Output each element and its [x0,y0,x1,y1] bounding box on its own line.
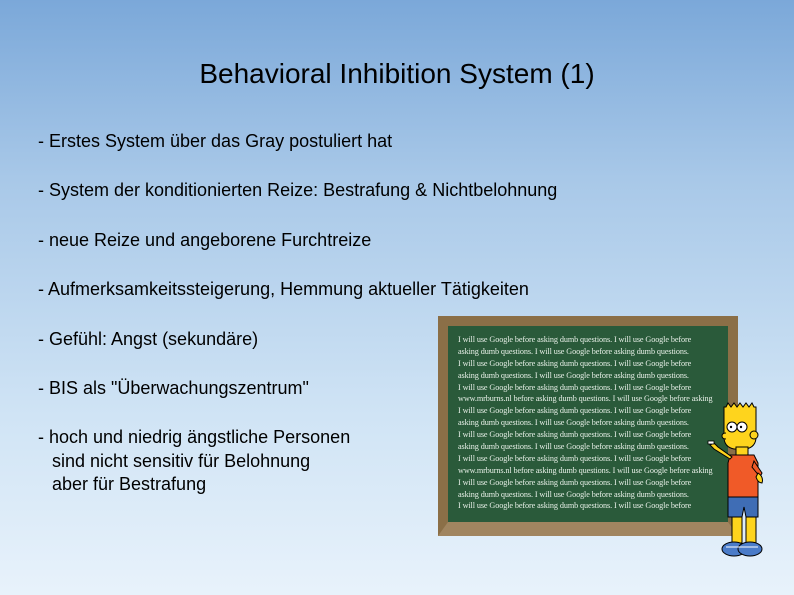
chalkboard-lines: I will use Google before asking dumb que… [458,334,718,512]
bart-chalkboard-illustration: I will use Google before asking dumb que… [438,316,776,559]
chalk-line: asking dumb questions. I will use Google… [458,441,718,453]
bullet-2: - System der konditionierten Reize: Best… [38,179,756,202]
bullet-1: - Erstes System über das Gray postuliert… [38,130,756,153]
bullet-7-line1: - hoch und niedrig ängstliche Personen [38,427,350,447]
slide-title: Behavioral Inhibition System (1) [0,0,794,130]
bullet-4: - Aufmerksamkeitssteigerung, Hemmung akt… [38,278,756,301]
bart-simpson-figure [706,399,776,559]
chalk-line: asking dumb questions. I will use Google… [458,370,718,382]
chalk-line: asking dumb questions. I will use Google… [458,417,718,429]
chalk-line: I will use Google before asking dumb que… [458,405,718,417]
chalkboard: I will use Google before asking dumb que… [438,316,738,536]
chalk-line: I will use Google before asking dumb que… [458,382,718,394]
chalk-line: I will use Google before asking dumb que… [458,500,718,512]
chalk-line: www.mrburns.nl before asking dumb questi… [458,465,718,477]
chalk-line: I will use Google before asking dumb que… [458,453,718,465]
chalk-line: I will use Google before asking dumb que… [458,429,718,441]
chalk-line: asking dumb questions. I will use Google… [458,346,718,358]
chalk-line: I will use Google before asking dumb que… [458,334,718,346]
chalk-line: I will use Google before asking dumb que… [458,477,718,489]
chalk-line: asking dumb questions. I will use Google… [458,489,718,501]
chalk-line: I will use Google before asking dumb que… [458,358,718,370]
chalk-line: www.mrburns.nl before asking dumb questi… [458,393,718,405]
bullet-3: - neue Reize und angeborene Furchtreize [38,229,756,252]
